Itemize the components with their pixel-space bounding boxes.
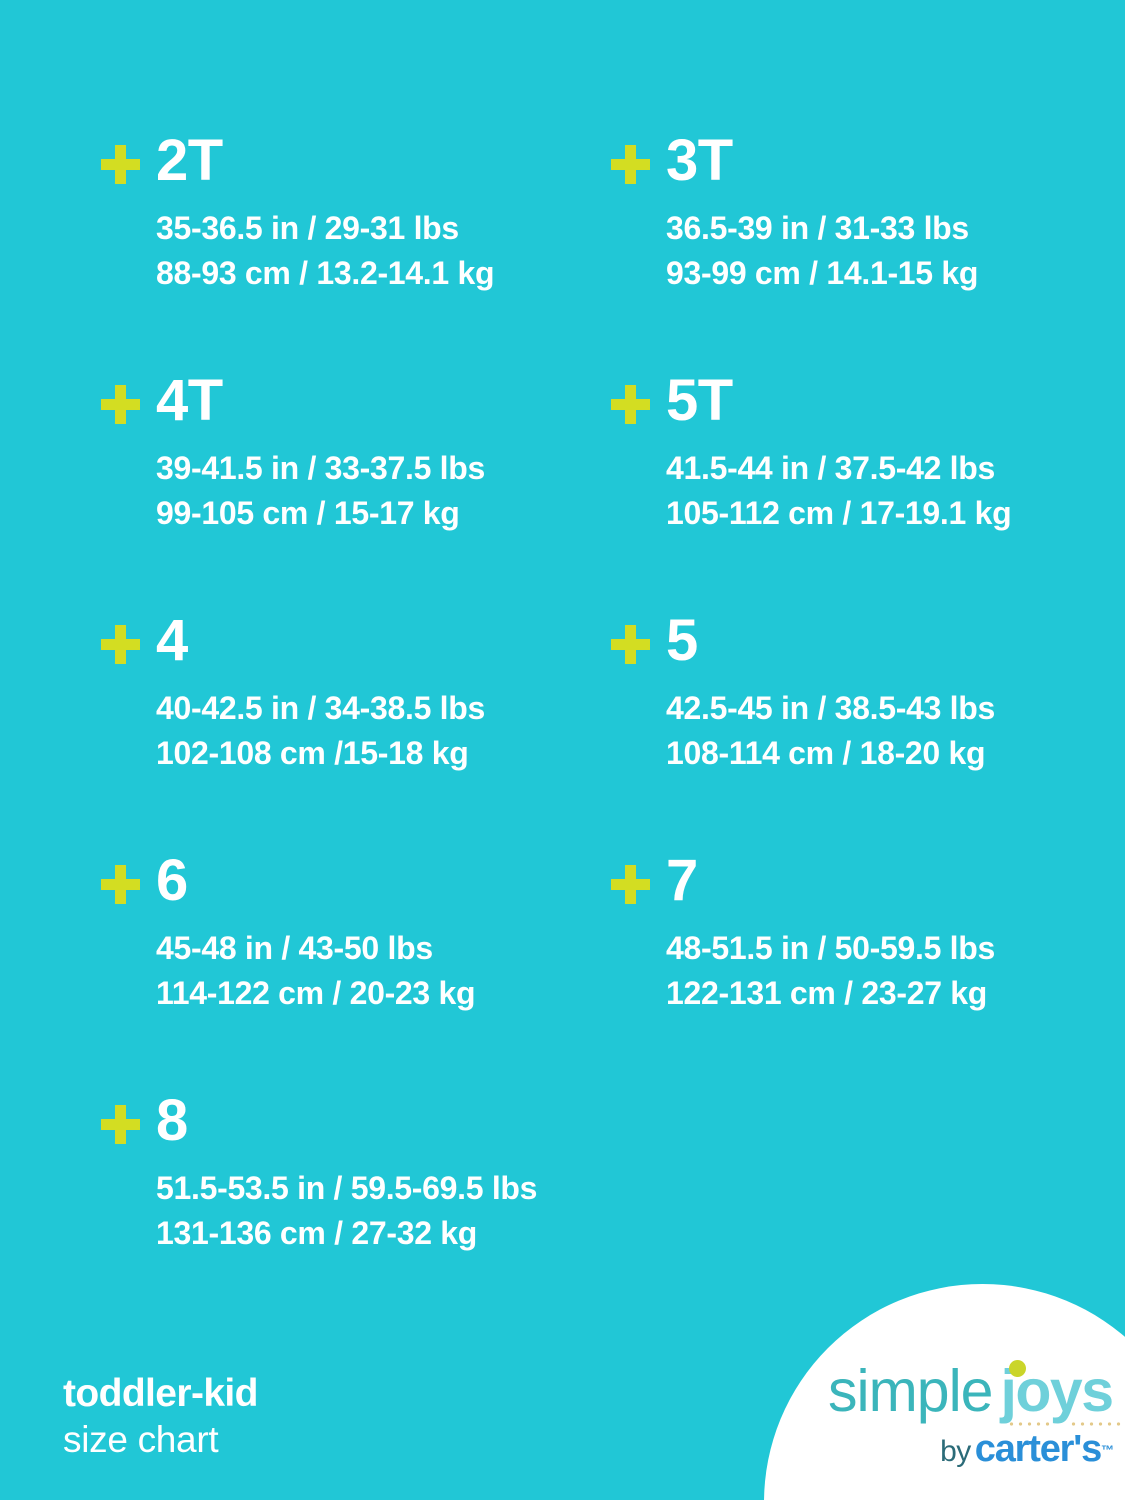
plus-icon <box>100 384 140 424</box>
size-measurements: 39-41.5 in / 33-37.5 lbs 99-105 cm / 15-… <box>156 446 610 536</box>
size-measurements: 45-48 in / 43-50 lbs 114-122 cm / 20-23 … <box>156 926 610 1016</box>
page-title-sub: size chart <box>63 1419 219 1460</box>
trademark-icon: ™ <box>1101 1442 1114 1458</box>
plus-icon <box>100 624 140 664</box>
size-label: 2T <box>156 128 223 193</box>
size-line-metric: 131-136 cm / 27-32 kg <box>156 1215 478 1251</box>
page-title: toddler-kid size chart <box>63 1371 259 1462</box>
size-entry-3t: 3T 36.5-39 in / 31-33 lbs 93-99 cm / 14.… <box>610 130 1125 370</box>
size-label: 5 <box>666 608 698 673</box>
brand-logo-secondary: by carter's™ <box>828 1428 1118 1471</box>
size-grid: 2T 35-36.5 in / 29-31 lbs 88-93 cm / 13.… <box>100 130 1125 1251</box>
size-label: 4T <box>156 368 223 433</box>
size-line-metric: 122-131 cm / 23-27 kg <box>666 975 988 1011</box>
plus-icon <box>610 384 650 424</box>
dotted-underline-right-icon <box>1068 1422 1125 1426</box>
size-header: 8 <box>100 1090 610 1162</box>
plus-icon <box>610 144 650 184</box>
size-label: 4 <box>156 608 188 673</box>
joy-dot-icon <box>1008 1360 1026 1377</box>
size-line-metric: 99-105 cm / 15-17 kg <box>156 495 460 531</box>
dotted-underline-left-icon <box>1006 1422 1055 1426</box>
size-header: 5 <box>610 610 1125 682</box>
size-line-metric: 105-112 cm / 17-19.1 kg <box>666 495 1012 531</box>
size-entry-8: 8 51.5-53.5 in / 59.5-69.5 lbs 131-136 c… <box>100 1090 610 1330</box>
brand-logo: simple joys by carter's™ <box>828 1358 1125 1483</box>
brand-word-carters: carter's <box>974 1428 1102 1470</box>
size-entry-5t: 5T 41.5-44 in / 37.5-42 lbs 105-112 cm /… <box>610 370 1125 610</box>
size-entry-4: 4 40-42.5 in / 34-38.5 lbs 102-108 cm /1… <box>100 610 610 850</box>
brand-word-joys-wrap: joys <box>1001 1358 1125 1426</box>
size-line-imperial: 36.5-39 in / 31-33 lbs <box>666 210 969 246</box>
size-line-imperial: 48-51.5 in / 50-59.5 lbs <box>666 930 995 966</box>
size-header: 3T <box>610 130 1125 202</box>
plus-icon <box>610 624 650 664</box>
plus-icon <box>100 144 140 184</box>
size-line-imperial: 40-42.5 in / 34-38.5 lbs <box>156 690 485 726</box>
size-entry-5: 5 42.5-45 in / 38.5-43 lbs 108-114 cm / … <box>610 610 1125 850</box>
size-label: 6 <box>156 848 188 913</box>
size-line-imperial: 45-48 in / 43-50 lbs <box>156 930 433 966</box>
size-label: 5T <box>666 368 733 433</box>
size-line-imperial: 35-36.5 in / 29-31 lbs <box>156 210 459 246</box>
size-line-metric: 93-99 cm / 14.1-15 kg <box>666 255 979 291</box>
size-measurements: 41.5-44 in / 37.5-42 lbs 105-112 cm / 17… <box>666 446 1125 536</box>
size-entry-6: 6 45-48 in / 43-50 lbs 114-122 cm / 20-2… <box>100 850 610 1090</box>
size-measurements: 51.5-53.5 in / 59.5-69.5 lbs 131-136 cm … <box>156 1166 610 1256</box>
size-measurements: 48-51.5 in / 50-59.5 lbs 122-131 cm / 23… <box>666 926 1125 1016</box>
size-header: 5T <box>610 370 1125 442</box>
size-entry-4t: 4T 39-41.5 in / 33-37.5 lbs 99-105 cm / … <box>100 370 610 610</box>
size-line-imperial: 51.5-53.5 in / 59.5-69.5 lbs <box>156 1170 538 1206</box>
plus-icon <box>610 864 650 904</box>
size-entry-2t: 2T 35-36.5 in / 29-31 lbs 88-93 cm / 13.… <box>100 130 610 370</box>
plus-icon <box>100 864 140 904</box>
size-header: 2T <box>100 130 610 202</box>
size-line-metric: 88-93 cm / 13.2-14.1 kg <box>156 255 495 291</box>
size-line-metric: 108-114 cm / 18-20 kg <box>666 735 986 771</box>
page-title-main: toddler-kid <box>63 1372 259 1415</box>
brand-word-by: by <box>940 1435 971 1468</box>
size-line-metric: 114-122 cm / 20-23 kg <box>156 975 476 1011</box>
size-line-imperial: 42.5-45 in / 38.5-43 lbs <box>666 690 995 726</box>
size-line-metric: 102-108 cm /15-18 kg <box>156 735 469 771</box>
size-header: 4T <box>100 370 610 442</box>
plus-icon <box>100 1104 140 1144</box>
size-line-imperial: 39-41.5 in / 33-37.5 lbs <box>156 450 485 486</box>
brand-word-simple: simple <box>828 1358 993 1424</box>
size-header: 7 <box>610 850 1125 922</box>
size-measurements: 42.5-45 in / 38.5-43 lbs 108-114 cm / 18… <box>666 686 1125 776</box>
size-entry-7: 7 48-51.5 in / 50-59.5 lbs 122-131 cm / … <box>610 850 1125 1090</box>
size-header: 6 <box>100 850 610 922</box>
size-measurements: 40-42.5 in / 34-38.5 lbs 102-108 cm /15-… <box>156 686 610 776</box>
size-label: 7 <box>666 848 698 913</box>
size-line-imperial: 41.5-44 in / 37.5-42 lbs <box>666 450 995 486</box>
size-measurements: 35-36.5 in / 29-31 lbs 88-93 cm / 13.2-1… <box>156 206 610 296</box>
size-measurements: 36.5-39 in / 31-33 lbs 93-99 cm / 14.1-1… <box>666 206 1125 296</box>
size-label: 8 <box>156 1088 188 1153</box>
size-header: 4 <box>100 610 610 682</box>
size-label: 3T <box>666 128 733 193</box>
brand-logo-primary: simple joys <box>828 1358 1125 1426</box>
